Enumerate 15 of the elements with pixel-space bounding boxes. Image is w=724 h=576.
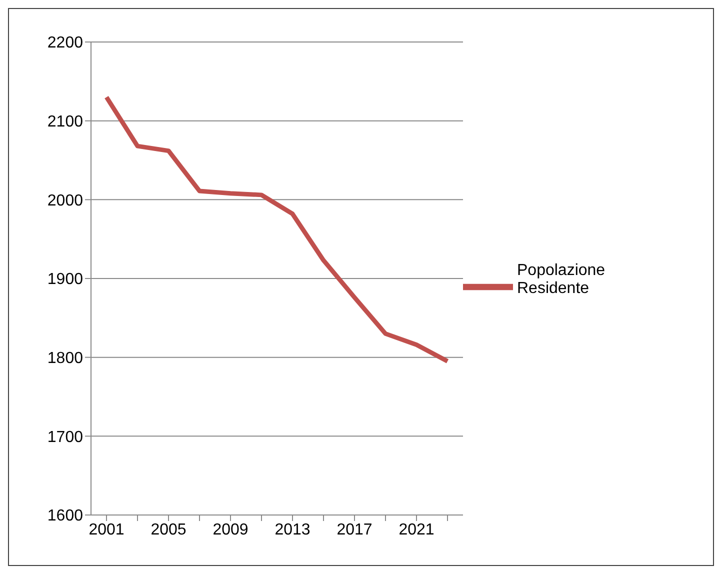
line-series [104,94,450,364]
y-tick-label: 1700 [47,428,84,446]
y-tick-label: 2000 [47,192,84,210]
x-tick-label: 2021 [398,521,434,538]
y-tick-label: 2100 [47,114,84,131]
y-tick-label: 1600 [47,508,84,525]
y-tick-label: 2200 [47,34,84,52]
x-tick-label: 2017 [336,521,372,538]
y-tick-label: 1800 [47,350,84,368]
y-tick-label: 1900 [47,271,84,288]
legend-label: Popolazione Residente [517,262,606,298]
x-tick-label: 2009 [212,521,248,538]
x-tick-label: 2001 [88,521,124,538]
x-tick-label: 2013 [274,521,310,538]
x-tick-label: 2005 [150,521,186,538]
